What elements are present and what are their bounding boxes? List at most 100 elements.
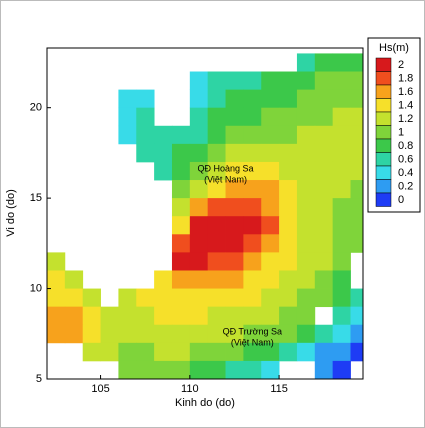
cell xyxy=(314,125,334,145)
cell xyxy=(261,306,280,326)
cell xyxy=(261,324,280,344)
cell xyxy=(296,143,316,163)
y-tick-label: 20 xyxy=(30,102,42,114)
cell xyxy=(243,288,262,308)
cell xyxy=(332,71,351,91)
cell xyxy=(207,234,226,253)
cell xyxy=(189,143,209,163)
cell xyxy=(225,306,244,326)
cell xyxy=(243,125,262,145)
legend-swatch xyxy=(375,152,392,167)
cell xyxy=(296,252,316,271)
cell xyxy=(136,125,155,145)
cell xyxy=(261,143,280,163)
cell xyxy=(279,107,298,127)
cell xyxy=(47,288,66,308)
cell xyxy=(82,324,101,344)
legend-label: 0.8 xyxy=(398,140,413,152)
cell xyxy=(332,234,351,253)
legend-label: 0 xyxy=(398,194,404,206)
legend-swatch xyxy=(375,57,392,72)
cell xyxy=(82,306,101,326)
cell xyxy=(100,342,119,362)
cell xyxy=(243,198,262,217)
cell xyxy=(332,288,351,308)
cell xyxy=(225,252,244,271)
cell xyxy=(136,288,155,308)
cell xyxy=(279,270,298,289)
cell xyxy=(243,360,262,379)
annotation: QĐ Hoàng Sa xyxy=(198,164,254,174)
cell xyxy=(332,270,351,289)
cell xyxy=(350,306,363,326)
cell xyxy=(243,161,262,181)
cell xyxy=(64,288,84,308)
cell xyxy=(350,342,363,362)
legend-swatch xyxy=(375,98,392,113)
cell xyxy=(314,216,334,235)
cell xyxy=(332,161,351,181)
y-axis-label: Vi do (do) xyxy=(5,189,17,237)
cell xyxy=(243,71,262,91)
cell xyxy=(47,306,66,326)
cell xyxy=(261,89,280,109)
cell xyxy=(154,270,173,289)
cell xyxy=(243,107,262,127)
cell xyxy=(243,306,262,326)
cell xyxy=(332,89,351,109)
cell xyxy=(225,288,244,308)
cell xyxy=(314,198,334,217)
cell xyxy=(136,360,155,379)
cell xyxy=(154,143,173,163)
cell xyxy=(136,107,155,127)
legend-label: 1.6 xyxy=(398,86,413,98)
cell xyxy=(189,107,209,127)
cell xyxy=(207,360,226,379)
cell xyxy=(279,180,298,199)
cell xyxy=(279,342,298,362)
cell xyxy=(243,180,262,199)
cell xyxy=(207,161,226,181)
cell xyxy=(332,180,351,199)
cell xyxy=(207,342,226,362)
cell xyxy=(225,161,244,181)
cell xyxy=(225,360,244,379)
cell xyxy=(261,107,280,127)
legend-swatch xyxy=(375,84,392,99)
legend-swatch xyxy=(375,71,392,86)
cell xyxy=(261,180,280,199)
cell xyxy=(261,216,280,235)
cell xyxy=(296,107,316,127)
cell xyxy=(225,342,244,362)
cell xyxy=(279,161,298,181)
cell xyxy=(314,252,334,271)
cell xyxy=(225,216,244,235)
cell xyxy=(171,306,191,326)
cell xyxy=(171,342,191,362)
cell xyxy=(261,360,280,379)
cell xyxy=(296,216,316,235)
cell xyxy=(171,143,191,163)
cell xyxy=(350,234,363,253)
x-axis-label: Kinh do (do) xyxy=(175,397,235,409)
cell xyxy=(279,234,298,253)
legend-label: 1.2 xyxy=(398,113,413,125)
cell xyxy=(279,71,298,91)
cell xyxy=(314,234,334,253)
legend-label: 1 xyxy=(398,126,404,138)
cell xyxy=(314,71,334,91)
y-tick-label: 15 xyxy=(30,192,42,204)
cell xyxy=(207,143,226,163)
cell xyxy=(332,125,351,145)
cell xyxy=(225,125,244,145)
cell xyxy=(296,342,316,362)
cell xyxy=(332,107,351,127)
cell xyxy=(261,234,280,253)
cell xyxy=(279,288,298,308)
cell xyxy=(314,161,334,181)
cell xyxy=(261,125,280,145)
legend-swatch xyxy=(375,138,392,153)
cell xyxy=(154,306,173,326)
cell xyxy=(350,53,363,72)
